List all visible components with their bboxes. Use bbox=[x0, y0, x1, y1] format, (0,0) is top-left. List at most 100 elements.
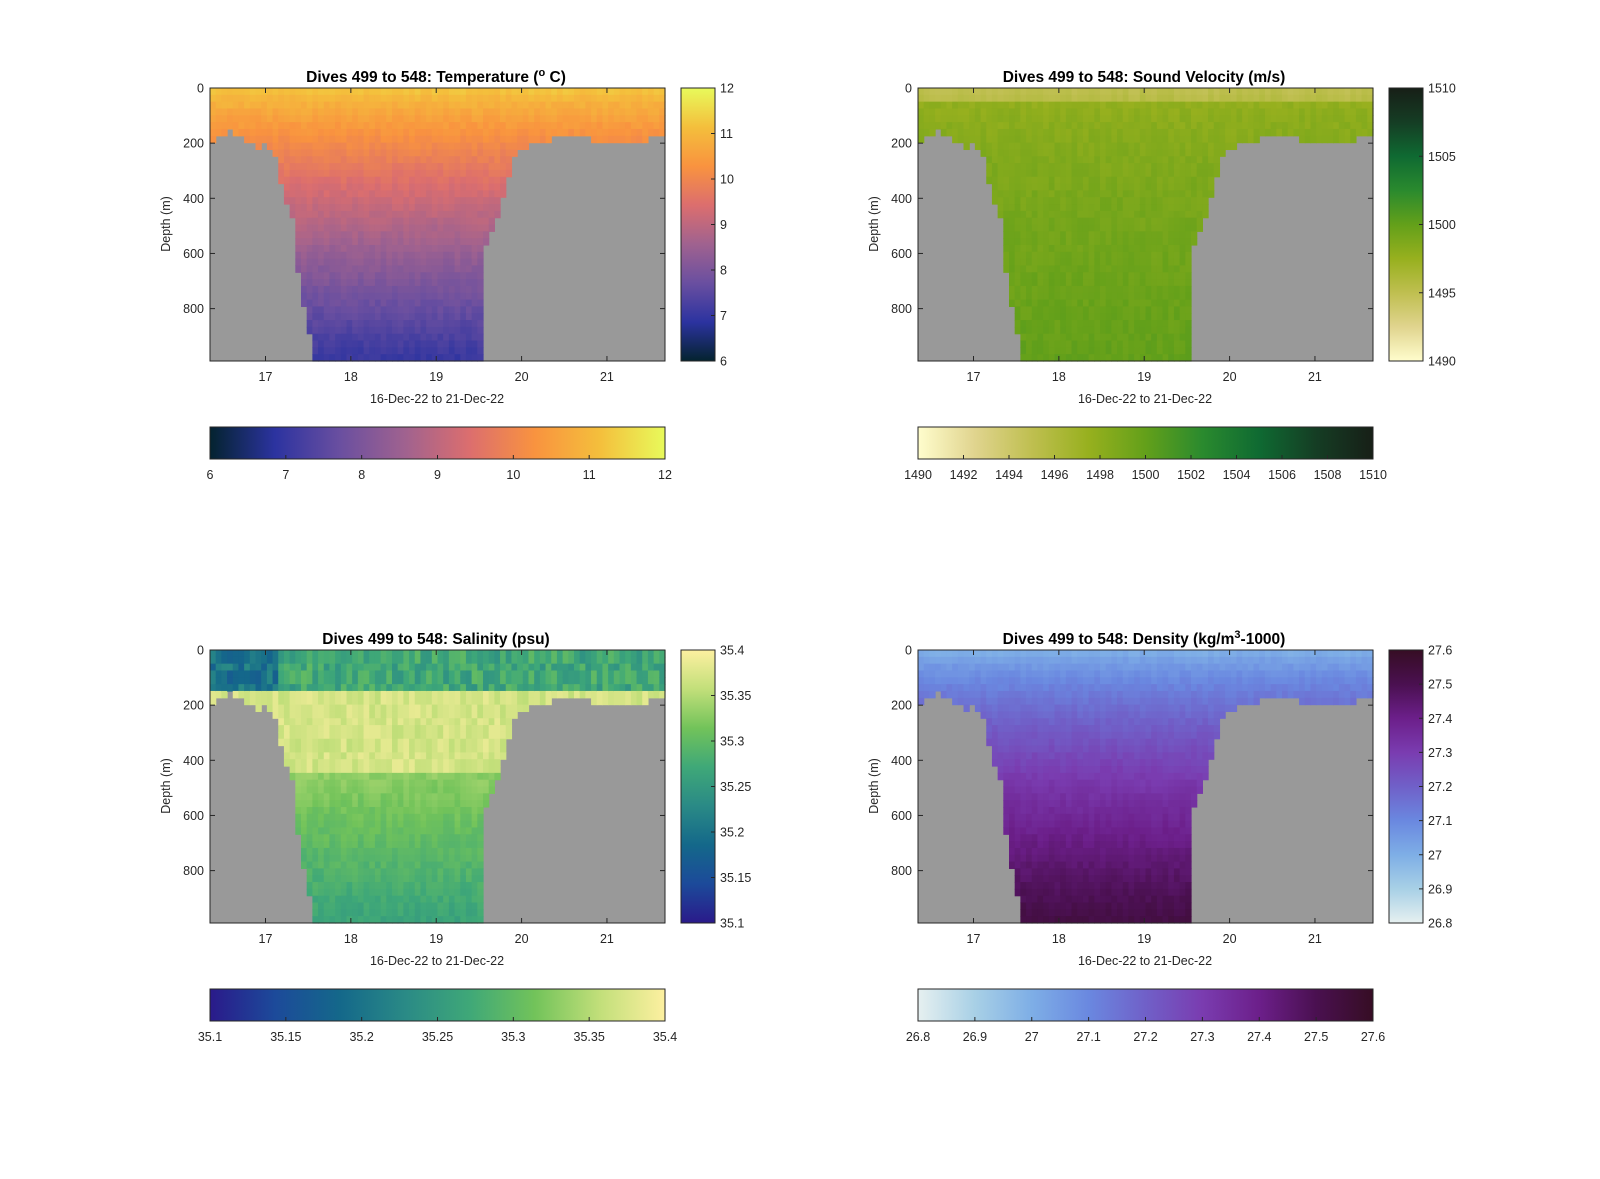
heatmap-cell bbox=[1168, 176, 1175, 185]
heatmap-cell bbox=[1338, 115, 1346, 123]
heatmap-cell bbox=[1014, 224, 1021, 232]
heatmap-cell bbox=[323, 909, 331, 917]
heatmap-cell bbox=[346, 122, 353, 130]
colorbar-tick-label: 1502 bbox=[1177, 468, 1205, 482]
heatmap-cell bbox=[295, 718, 302, 726]
heatmap-cell bbox=[1065, 340, 1073, 348]
heatmap-cell bbox=[443, 663, 450, 672]
heatmap-cell bbox=[278, 135, 285, 144]
heatmap-cell bbox=[1264, 122, 1272, 130]
heatmap-cell bbox=[323, 190, 331, 198]
heatmap-cell bbox=[477, 347, 484, 355]
heatmap-cell bbox=[374, 875, 382, 883]
heatmap-cell bbox=[1031, 169, 1039, 178]
heatmap-cell bbox=[1196, 163, 1203, 171]
heatmap-cell bbox=[426, 663, 433, 672]
heatmap-cell bbox=[1367, 128, 1374, 137]
heatmap-cell bbox=[301, 128, 308, 137]
heatmap-cell bbox=[454, 292, 461, 301]
heatmap-cell bbox=[363, 772, 370, 781]
heatmap-cell bbox=[1185, 251, 1192, 260]
heatmap-cell bbox=[1020, 217, 1027, 226]
heatmap-cell bbox=[494, 183, 501, 191]
heatmap-cell bbox=[374, 306, 382, 314]
heatmap-cell bbox=[1355, 88, 1363, 96]
heatmap-cell bbox=[1014, 285, 1021, 294]
heatmap-cell bbox=[1088, 320, 1095, 328]
heatmap-cell bbox=[369, 725, 376, 733]
heatmap-cell bbox=[460, 902, 467, 910]
heatmap-cell bbox=[363, 101, 370, 110]
heatmap-cell bbox=[420, 169, 427, 178]
heatmap-cell bbox=[471, 354, 478, 362]
heatmap-cell bbox=[1338, 108, 1346, 116]
heatmap-cell bbox=[986, 142, 993, 151]
heatmap-cell bbox=[1071, 135, 1078, 144]
heatmap-cell bbox=[380, 224, 387, 232]
heatmap-cell bbox=[420, 888, 427, 897]
heatmap-cell bbox=[1111, 272, 1118, 280]
heatmap-cell bbox=[1191, 224, 1198, 232]
heatmap-cell bbox=[363, 108, 370, 116]
heatmap-cell bbox=[630, 135, 638, 144]
heatmap-cell bbox=[1179, 210, 1186, 219]
heatmap-cell bbox=[1043, 333, 1050, 342]
heatmap-cell bbox=[301, 142, 308, 151]
heatmap-cell bbox=[266, 697, 274, 706]
heatmap-cell bbox=[1361, 122, 1368, 130]
heatmap-cell bbox=[301, 244, 308, 253]
heatmap-cell bbox=[386, 779, 393, 788]
heatmap-cell bbox=[1230, 135, 1238, 144]
heatmap-cell bbox=[318, 347, 325, 355]
heatmap-cell bbox=[465, 156, 473, 164]
heatmap-cell bbox=[1151, 183, 1158, 191]
heatmap-cell bbox=[346, 244, 353, 253]
heatmap-cell bbox=[1105, 285, 1112, 294]
heatmap-cell bbox=[255, 94, 262, 103]
heatmap-cell bbox=[1031, 115, 1039, 123]
heatmap-cell bbox=[420, 88, 427, 96]
heatmap-cell bbox=[1065, 183, 1073, 191]
heatmap-cell bbox=[426, 313, 433, 321]
heatmap-cell bbox=[340, 88, 348, 96]
heatmap-cell bbox=[1173, 197, 1181, 205]
heatmap-cell bbox=[443, 128, 450, 137]
heatmap-cell bbox=[1009, 190, 1016, 198]
heatmap-cell bbox=[215, 650, 222, 658]
heatmap-cell bbox=[1145, 224, 1152, 232]
heatmap-cell bbox=[380, 306, 387, 314]
heatmap-cell bbox=[437, 745, 444, 753]
heatmap-cell bbox=[1208, 101, 1215, 110]
heatmap-cell bbox=[1071, 354, 1078, 362]
heatmap-cell bbox=[1026, 176, 1033, 185]
heatmap-cell bbox=[283, 718, 291, 726]
heatmap-cell bbox=[403, 142, 410, 151]
heatmap-cell bbox=[454, 786, 461, 794]
heatmap-cell bbox=[1134, 326, 1141, 335]
heatmap-cell bbox=[340, 868, 348, 876]
heatmap-cell bbox=[952, 94, 959, 103]
heatmap-cell bbox=[431, 861, 439, 869]
heatmap-cell bbox=[357, 677, 365, 685]
heatmap-cell bbox=[210, 684, 217, 692]
heatmap-cell bbox=[1077, 169, 1084, 178]
heatmap-cell bbox=[465, 333, 473, 342]
heatmap-cell bbox=[1037, 354, 1044, 362]
heatmap-cell bbox=[1236, 88, 1243, 96]
heatmap-cell bbox=[1088, 354, 1095, 362]
heatmap-cell bbox=[500, 163, 507, 171]
heatmap-cell bbox=[357, 326, 365, 335]
heatmap-cell bbox=[534, 115, 541, 123]
heatmap-cell bbox=[426, 690, 433, 699]
colorbar-tick-label: 1506 bbox=[1268, 468, 1296, 482]
heatmap-cell bbox=[1105, 197, 1112, 205]
heatmap-cell bbox=[1077, 333, 1084, 342]
heatmap-cell bbox=[374, 135, 382, 144]
heatmap-cell bbox=[1350, 115, 1357, 123]
heatmap-cell bbox=[1173, 326, 1181, 335]
heatmap-cell bbox=[1100, 183, 1107, 191]
x-tick-label: 20 bbox=[515, 370, 529, 384]
heatmap-cell bbox=[363, 251, 370, 260]
heatmap-cell bbox=[232, 690, 240, 699]
heatmap-cell bbox=[301, 190, 308, 198]
